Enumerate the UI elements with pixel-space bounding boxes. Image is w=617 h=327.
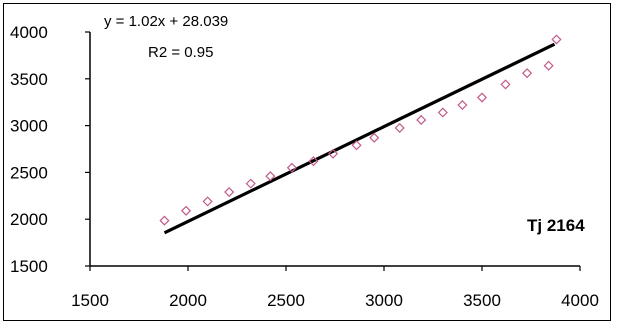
- data-point: [327, 148, 339, 159]
- x-tick-label: 3500: [463, 291, 501, 310]
- regression-equation: y = 1.02x + 28.039: [104, 13, 228, 30]
- data-point: [224, 187, 235, 198]
- y-tick-label: 3500: [10, 70, 48, 89]
- y-tick-label: 2000: [10, 210, 48, 229]
- trend-line: [163, 42, 556, 235]
- r-squared-label: R2 = 0.95: [148, 44, 213, 61]
- data-point: [369, 132, 380, 143]
- x-tick-label: 4000: [561, 291, 599, 310]
- y-tick-label: 2500: [10, 163, 48, 182]
- data-point: [416, 114, 427, 126]
- x-tick-label: 2500: [267, 291, 305, 310]
- trend-line-group: [163, 42, 556, 235]
- data-point: [522, 68, 533, 79]
- data-point: [437, 107, 448, 118]
- x-tick-label: 2000: [169, 291, 207, 310]
- data-point: [476, 92, 488, 103]
- data-point: [159, 215, 170, 226]
- y-tick-label: 1500: [10, 257, 48, 276]
- data-point: [308, 156, 319, 167]
- y-tick-label: 4000: [10, 23, 48, 42]
- data-point: [245, 178, 256, 189]
- data-point: [543, 60, 554, 71]
- axes: [89, 32, 580, 267]
- data-point: [265, 171, 276, 182]
- data-point: [500, 79, 511, 90]
- data-point: [551, 34, 562, 45]
- x-tick-label: 1500: [71, 291, 109, 310]
- data-point: [286, 162, 297, 173]
- data-point: [180, 205, 192, 216]
- data-point: [457, 99, 468, 111]
- data-point: [351, 140, 362, 151]
- data-points: [159, 34, 562, 226]
- y-ticks: 1500 2000 2500 3000 3500 4000: [10, 23, 90, 276]
- x-tick-label: 3000: [365, 291, 403, 310]
- panel-label: Tj 2164: [527, 216, 585, 235]
- data-point: [394, 122, 405, 133]
- data-point: [202, 196, 213, 207]
- x-ticks: 1500 2000 2500 3000 3500 4000: [71, 266, 599, 310]
- y-tick-label: 3000: [10, 117, 48, 136]
- chart-frame: [3, 3, 611, 321]
